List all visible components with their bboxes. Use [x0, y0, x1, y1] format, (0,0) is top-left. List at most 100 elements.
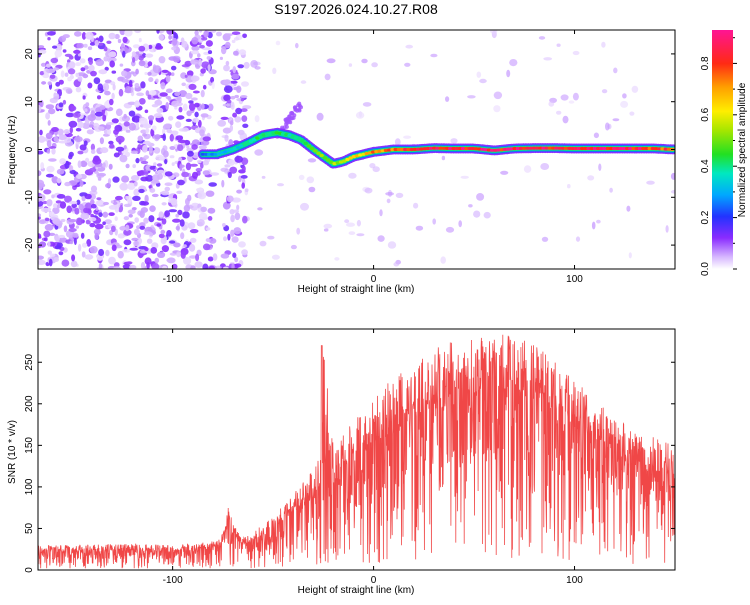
noise-speck — [159, 92, 168, 97]
ridge-point — [203, 152, 209, 156]
noise-speck — [94, 111, 104, 117]
noise-speck — [182, 103, 188, 111]
noise-speck — [509, 59, 518, 67]
noise-speck — [138, 98, 146, 105]
noise-speck — [44, 224, 54, 231]
noise-speck — [483, 211, 491, 219]
noise-speck — [207, 50, 213, 55]
noise-speck — [74, 207, 80, 215]
noise-speck — [41, 207, 50, 213]
noise-speck — [450, 138, 458, 144]
noise-speck — [164, 182, 173, 186]
noise-speck — [629, 111, 635, 116]
noise-speck — [300, 80, 307, 84]
noise-speck — [84, 193, 92, 200]
noise-speck — [244, 188, 249, 192]
ridge-point — [383, 148, 389, 152]
noise-speck — [200, 206, 207, 212]
ridge-point — [538, 146, 543, 150]
noise-speck — [180, 251, 186, 259]
ridge-point — [428, 146, 434, 150]
noise-speck — [162, 133, 166, 141]
noise-speck — [51, 148, 56, 155]
noise-speck — [99, 137, 104, 145]
colorbar-tick-label: 0.2 — [700, 210, 711, 224]
noise-speck — [168, 209, 178, 213]
noise-speck — [242, 33, 248, 39]
noise-speck — [151, 104, 159, 108]
noise-speck — [42, 73, 50, 79]
noise-speck — [134, 217, 139, 223]
noise-speck — [89, 167, 97, 173]
noise-speck — [53, 67, 60, 71]
noise-speck — [238, 241, 246, 248]
noise-speck — [183, 204, 191, 212]
noise-speck — [161, 245, 169, 253]
noise-speck — [114, 216, 118, 222]
noise-speck — [145, 53, 154, 58]
ridge-point — [563, 146, 569, 150]
noise-speck — [176, 190, 183, 194]
noise-speck — [205, 40, 213, 47]
ridge-point — [245, 141, 250, 145]
noise-speck — [58, 251, 64, 256]
noise-speck — [259, 240, 267, 247]
ridge-point — [625, 146, 630, 151]
noise-speck — [190, 50, 200, 55]
noise-speck — [138, 188, 145, 194]
noise-speck — [139, 250, 147, 254]
noise-speck — [208, 265, 216, 269]
noise-speck — [282, 125, 287, 130]
noise-speck — [68, 201, 78, 205]
ridge-point — [612, 146, 617, 151]
noise-speck — [88, 217, 97, 222]
noise-speck — [149, 165, 156, 170]
noise-speck — [207, 216, 213, 221]
noise-speck — [188, 244, 196, 252]
noise-speck — [144, 71, 148, 76]
noise-speck — [140, 262, 146, 269]
noise-speck — [83, 140, 88, 146]
noise-speck — [63, 225, 68, 233]
noise-speck — [128, 122, 136, 131]
ridge-point — [432, 146, 437, 150]
noise-speck — [188, 83, 197, 90]
noise-speck — [72, 112, 81, 118]
noise-speck — [227, 233, 231, 241]
noise-speck — [460, 175, 469, 179]
noise-speck — [415, 225, 424, 231]
y-tick-label: 50 — [24, 522, 35, 534]
noise-speck — [181, 82, 186, 87]
noise-speck — [119, 30, 126, 36]
ridge-point — [567, 146, 572, 150]
noise-speck — [189, 163, 198, 167]
noise-speck — [500, 170, 509, 175]
noise-speck — [242, 105, 252, 110]
noise-speck — [178, 106, 183, 113]
noise-speck — [295, 42, 299, 49]
noise-speck — [68, 180, 78, 186]
noise-speck — [191, 202, 199, 207]
noise-speck — [110, 200, 114, 204]
noise-speck — [62, 34, 70, 39]
ridge-point — [650, 146, 656, 151]
noise-speck — [326, 58, 336, 64]
noise-speck — [188, 103, 196, 111]
noise-speck — [101, 108, 106, 115]
noise-speck — [189, 237, 197, 243]
noise-speck — [85, 31, 94, 40]
ridge-point — [596, 146, 601, 151]
noise-speck — [202, 84, 207, 90]
ridge-point — [210, 152, 215, 156]
ridge-point — [657, 147, 662, 151]
noise-speck — [275, 40, 281, 46]
ridge-point — [425, 146, 430, 151]
noise-speck — [231, 236, 239, 243]
noise-speck — [628, 252, 632, 259]
noise-speck — [288, 120, 293, 125]
noise-speck — [55, 200, 62, 204]
noise-speck — [299, 105, 303, 110]
noise-speck — [208, 238, 217, 244]
ridge-point — [200, 152, 205, 156]
noise-speck — [176, 115, 185, 120]
